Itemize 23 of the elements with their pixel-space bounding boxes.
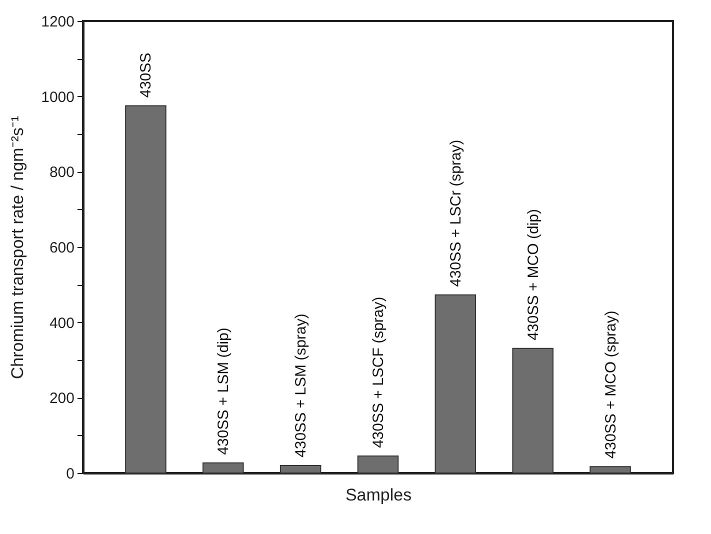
x-tick-label: 430SS + LSM (spray)	[292, 314, 310, 458]
x-tick-label: 430SS + MCO (dip)	[524, 209, 542, 340]
x-tick-label: 430SS + LSCF (spray)	[370, 296, 387, 448]
y-tick-label: 1000	[41, 88, 74, 106]
y-tick-label: 800	[49, 164, 74, 182]
x-tick-label: 430SS	[138, 52, 155, 98]
bar	[512, 348, 554, 474]
bar	[280, 464, 322, 474]
y-tick-label: 200	[49, 390, 74, 408]
bar	[125, 105, 166, 474]
y-tick-label: 400	[49, 314, 74, 332]
y-tick-label: 1200	[41, 14, 74, 30]
x-tick-label: 430SS + MCO (spray)	[602, 310, 620, 459]
bar	[434, 294, 476, 474]
y-axis-title: Chromium transport rate / ngm⁻²s⁻¹	[8, 116, 28, 380]
x-axis-title: Samples	[345, 486, 412, 504]
y-tick-label: 0	[66, 466, 74, 482]
bar	[357, 456, 399, 474]
x-tick-label: 430SS + LSM (dip)	[215, 328, 232, 455]
bar	[590, 466, 631, 474]
x-tick-label: 430SS + LSCr (spray)	[447, 140, 464, 287]
y-tick-label: 600	[49, 240, 74, 256]
bar	[202, 462, 244, 474]
